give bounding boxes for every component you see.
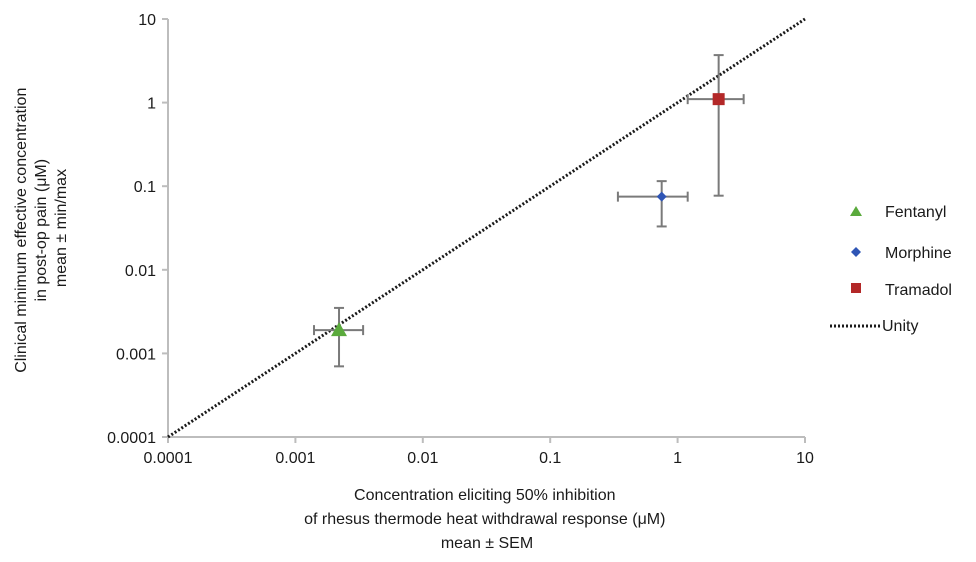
point-fentanyl [313,306,365,368]
legend-diamond-icon [851,247,861,257]
x-tick-label: 0.0001 [144,450,193,467]
y-axis-title-line-3: mean ± min/max [53,169,70,287]
x-axis-title: Concentration eliciting 50% inhibition o… [304,487,670,552]
y-tick-label: 0.001 [116,346,156,363]
x-tick-label: 1 [673,450,682,467]
y-tick-label: 0.01 [125,263,156,280]
unity-line [167,17,806,439]
legend-label-tramadol: Tramadol [885,282,952,299]
x-axis-title-line-1: Concentration eliciting 50% inhibition [354,487,616,504]
legend-item-unity: Unity [830,318,918,335]
y-axis-title-line-2: in post-op pain (μM) [33,159,50,302]
legend-triangle-icon [850,206,862,216]
triangle-marker [331,322,348,337]
legend-item-morphine: Morphine [851,245,952,262]
y-axis-ticks: 0.0001 0.001 0.01 0.1 1 10 [107,12,168,447]
x-axis-title-line-2: of rhesus thermode heat withdrawal respo… [304,511,665,528]
axes: 0.0001 0.001 0.01 0.1 1 10 0.0001 0.001 0.01 0.1… [107,12,814,467]
unity-line-group [167,17,806,439]
x-tick-label: 0.1 [539,450,561,467]
legend-label-fentanyl: Fentanyl [885,204,946,221]
y-tick-label: 1 [147,96,156,113]
legend-square-icon [851,283,861,293]
x-axis-ticks: 0.0001 0.001 0.01 0.1 1 10 [144,437,814,467]
legend-label-unity: Unity [882,318,918,335]
point-morphine [616,180,689,228]
legend: Fentanyl Morphine Tramadol Unity [830,204,952,335]
legend-item-tramadol: Tramadol [851,282,952,299]
square-marker [712,93,725,106]
x-axis-title-line-3: mean ± SEM [441,535,533,552]
legend-label-morphine: Morphine [885,245,952,262]
data-points [313,54,745,368]
x-tick-label: 0.01 [407,450,438,467]
y-tick-label: 10 [138,12,156,29]
x-tick-label: 0.001 [275,450,315,467]
point-tramadol [686,54,745,197]
y-axis-title: Clinical minimum effective concentration… [13,83,70,373]
y-tick-label: 0.0001 [107,430,156,447]
y-axis-title-line-1: Clinical minimum effective concentration [13,88,30,373]
y-tick-label: 0.1 [134,179,156,196]
legend-item-fentanyl: Fentanyl [850,204,946,221]
diamond-marker [656,191,667,202]
x-tick-label: 10 [796,450,814,467]
